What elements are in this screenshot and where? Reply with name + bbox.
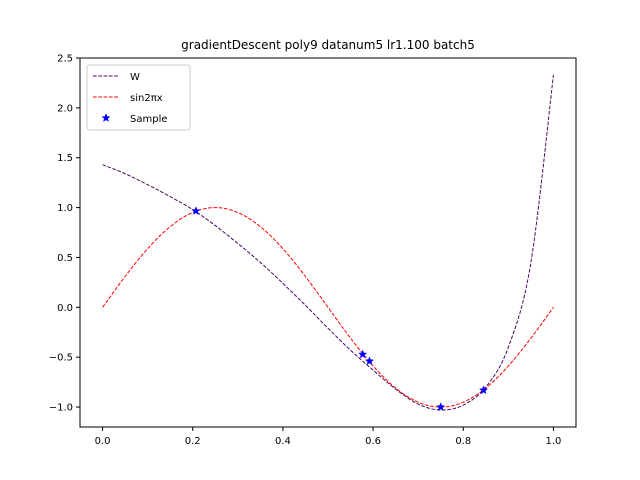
x-tick-label: 1.0 (546, 436, 562, 447)
legend-label-sin2-x: sin2πx (130, 93, 163, 104)
x-tick-label: 0.2 (185, 436, 201, 447)
x-tick-label: 0.4 (275, 436, 291, 447)
plot-area (102, 74, 554, 412)
y-tick-label: 2.0 (57, 103, 73, 114)
y-tick-label: −0.5 (49, 353, 73, 364)
y-tick-label: 0.0 (57, 303, 73, 314)
y-tick-label: −1.0 (49, 403, 73, 414)
y-tick-label: 1.0 (57, 203, 73, 214)
chart-title: gradientDescent poly9 datanum5 lr1.100 b… (181, 38, 475, 52)
sample-point (358, 349, 368, 359)
plot-frame (79, 57, 577, 428)
x-tick-label: 0.0 (95, 436, 111, 447)
legend-swatch-sample (101, 113, 111, 122)
y-tick-label: 0.5 (57, 253, 73, 264)
x-tick-label: 0.6 (365, 436, 381, 447)
legend-box (86, 64, 191, 131)
y-tick-label: 2.5 (57, 54, 73, 65)
series-w-line (102, 74, 554, 411)
series-sin2pix-line (102, 207, 554, 408)
y-axis: −1.0 −0.5 0.0 0.5 1.0 1.5 2.0 2.5 (49, 54, 80, 414)
sample-point (478, 385, 489, 395)
x-tick-label: 0.8 (455, 436, 471, 447)
legend-label-sample: Sample (130, 114, 168, 125)
y-tick-label: 1.5 (57, 153, 73, 164)
x-axis: 0.0 0.2 0.4 0.6 0.8 1.0 (95, 427, 562, 447)
sample-point (436, 402, 446, 412)
legend-label-w: W (130, 72, 140, 83)
sample-point (364, 356, 375, 366)
sample-point (191, 206, 201, 215)
